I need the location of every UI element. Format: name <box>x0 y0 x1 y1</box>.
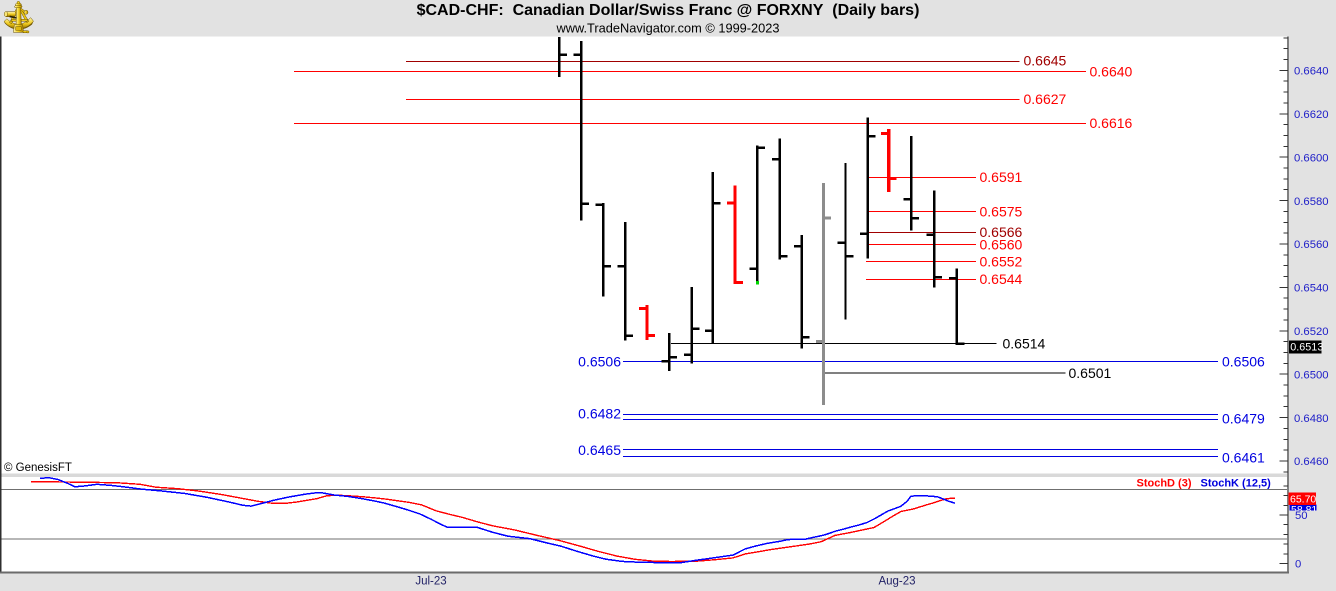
svg-text:0.6645: 0.6645 <box>1024 53 1067 69</box>
svg-text:50: 50 <box>1295 510 1308 522</box>
svg-text:www.TradeNavigator.com © 1999-: www.TradeNavigator.com © 1999-2023 <box>555 20 779 35</box>
svg-text:0.6482: 0.6482 <box>578 406 621 422</box>
svg-text:0.6575: 0.6575 <box>980 203 1023 219</box>
svg-text:0.6480: 0.6480 <box>1294 413 1329 425</box>
svg-text:0.6620: 0.6620 <box>1294 109 1329 121</box>
svg-text:0.6566: 0.6566 <box>980 224 1023 240</box>
svg-text:0.6479: 0.6479 <box>1222 411 1265 427</box>
svg-text:0.6580: 0.6580 <box>1294 196 1329 208</box>
svg-text:0.6552: 0.6552 <box>980 253 1023 269</box>
svg-text:Aug-23: Aug-23 <box>878 576 915 588</box>
svg-text:0.6591: 0.6591 <box>980 169 1023 185</box>
svg-text:0.6506: 0.6506 <box>1222 353 1265 369</box>
svg-text:0.6500: 0.6500 <box>1294 369 1329 381</box>
svg-text:Jul-23: Jul-23 <box>415 576 446 588</box>
svg-text:0.6514: 0.6514 <box>1003 336 1046 352</box>
svg-text:StochD (3): StochD (3) <box>1137 478 1192 490</box>
svg-text:$CAD-CHF: Canadian Dollar/Swi: $CAD-CHF: Canadian Dollar/Swiss Franc @ … <box>417 2 920 19</box>
svg-text:0.6520: 0.6520 <box>1294 326 1329 338</box>
svg-text:StochK (12,5): StochK (12,5) <box>1201 478 1272 490</box>
svg-text:0.6544: 0.6544 <box>980 271 1023 287</box>
svg-text:0.6640: 0.6640 <box>1090 63 1133 79</box>
svg-text:© GenesisFT: © GenesisFT <box>4 462 72 474</box>
svg-text:0.6465: 0.6465 <box>578 442 621 458</box>
svg-text:0: 0 <box>1295 558 1301 570</box>
svg-text:65.70: 65.70 <box>1290 494 1316 506</box>
svg-text:0.6513: 0.6513 <box>1290 342 1323 354</box>
svg-text:0.6640: 0.6640 <box>1294 66 1329 78</box>
svg-text:0.6501: 0.6501 <box>1069 365 1112 381</box>
svg-text:0.6616: 0.6616 <box>1090 115 1133 131</box>
svg-text:0.6460: 0.6460 <box>1294 456 1329 468</box>
svg-text:0.6540: 0.6540 <box>1294 283 1329 295</box>
svg-text:0.6560: 0.6560 <box>980 236 1023 252</box>
svg-text:0.6627: 0.6627 <box>1024 91 1067 107</box>
svg-text:58.81: 58.81 <box>1291 504 1317 516</box>
svg-text:0.6506: 0.6506 <box>578 353 621 369</box>
svg-text:0.6600: 0.6600 <box>1294 152 1329 164</box>
svg-text:0.6560: 0.6560 <box>1294 239 1329 251</box>
svg-text:0.6461: 0.6461 <box>1222 450 1265 466</box>
